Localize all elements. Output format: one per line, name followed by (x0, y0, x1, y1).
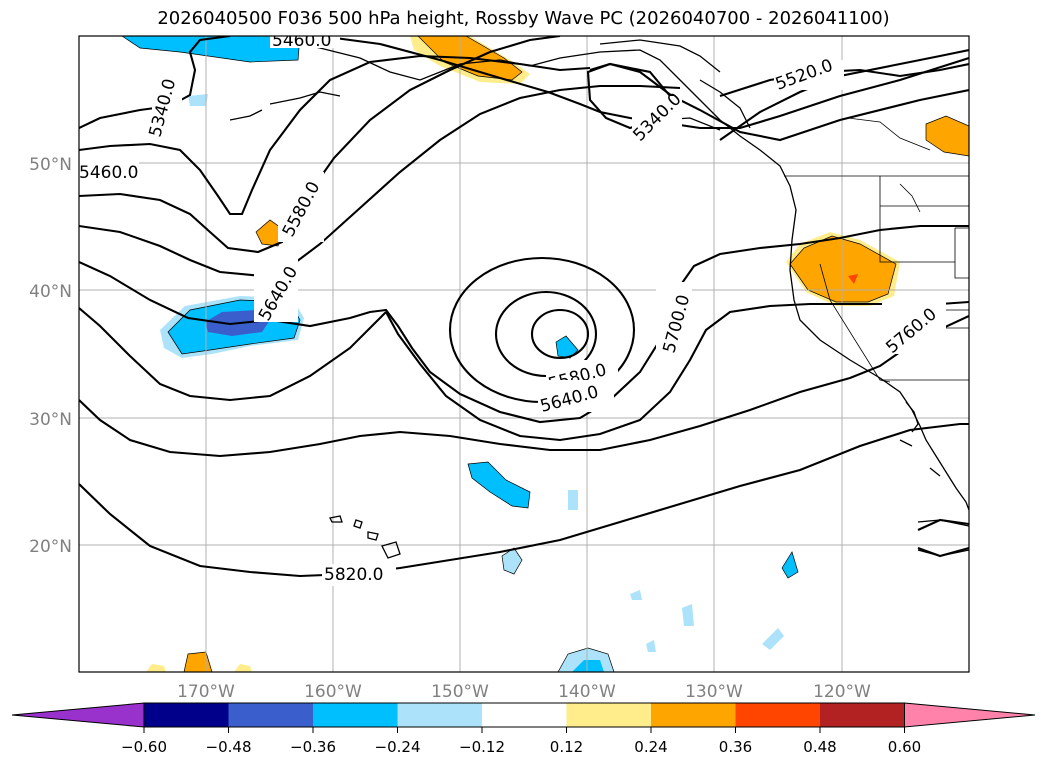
contour-5820-east (917, 518, 969, 558)
lon-tick-label: 160°W (304, 682, 362, 702)
cutoff-low-inner (530, 308, 590, 360)
negative-anomaly-patch (188, 94, 208, 106)
strong-positive-anomaly-patch (848, 274, 858, 284)
colorbar-tick-label: −0.48 (206, 738, 252, 756)
lat-tick-label: 50°N (29, 155, 72, 175)
lon-tick-label: 140°W (558, 682, 616, 702)
contour-labels: 5340.0 5460.0 5340.0 5520.0 5460.0 5580.… (79, 31, 946, 586)
negative-anomaly-patch (572, 660, 604, 672)
lat-tick-label: 30°N (29, 410, 72, 430)
colorbar-segment (397, 703, 482, 727)
colorbar-segment (820, 703, 905, 727)
negative-anomaly-patch (646, 640, 656, 652)
lat-tick-label: 40°N (29, 282, 72, 302)
contour-5340 (79, 36, 231, 129)
colorbar: −0.60 −0.48 −0.36 −0.24 −0.12 0.12 0.24 … (11, 702, 1036, 756)
colorbar-frame (143, 702, 905, 728)
coastlines (229, 39, 969, 557)
contour-label: 5460.0 (272, 31, 331, 51)
contour-5760 (79, 315, 969, 458)
colorbar-segment (313, 703, 398, 727)
lon-tick-label: 120°W (813, 682, 871, 702)
colorbar-segment (735, 703, 820, 727)
colorbar-segment (566, 703, 651, 727)
colorbar-segment (651, 703, 736, 727)
colorbar-tick-label: −0.24 (375, 738, 421, 756)
colorbar-extend-high (904, 702, 1036, 728)
contour-5460 (79, 54, 591, 216)
colorbar-tick-label: 0.36 (719, 738, 752, 756)
negative-anomaly-patch (781, 551, 799, 579)
colorbar-tick-label: 0.60 (888, 738, 921, 756)
colorbar-tick-label: −0.12 (459, 738, 505, 756)
colorbar-segment (482, 703, 567, 727)
lon-tick-label: 170°W (177, 682, 235, 702)
contour-5700 (79, 307, 387, 402)
map-title: 2026040500 F036 500 hPa height, Rossby W… (157, 8, 890, 29)
contour-5580-west (79, 84, 681, 278)
colorbar-segment (144, 703, 229, 727)
map-frame (78, 35, 970, 673)
negative-anomaly-patch (682, 604, 694, 626)
colorbar-tick-label: 0.24 (634, 738, 667, 756)
colorbar-tick-marks (143, 727, 905, 733)
map-background (79, 36, 969, 672)
contour-5580-east (719, 62, 969, 98)
cutoff-low-middle (494, 291, 598, 377)
negative-anomaly-patch (762, 628, 784, 650)
colorbar-tick-label: 0.48 (803, 738, 836, 756)
contour-5820 (79, 422, 969, 578)
lat-tick-label: 20°N (29, 537, 72, 557)
colorbar-segment (228, 703, 313, 727)
negative-anomaly-patch (630, 590, 642, 600)
hawaii-islands (329, 515, 401, 559)
lon-tick-labels: 170°W 160°W 150°W 140°W 130°W 120°W (177, 682, 871, 702)
contour-5700-east (385, 300, 969, 442)
positive-anomaly-patch (146, 664, 166, 672)
colorbar-tick-label: −0.36 (290, 738, 336, 756)
negative-anomaly-patch (568, 490, 578, 510)
colorbar-extend-low (11, 702, 145, 728)
lon-tick-label: 150°W (431, 682, 489, 702)
lat-tick-labels: 50°N 40°N 30°N 20°N (29, 155, 72, 557)
contour-label: 5460.0 (79, 163, 138, 183)
colorbar-tick-label: −0.60 (121, 738, 167, 756)
positive-anomaly-patch (925, 115, 969, 157)
lon-tick-label: 130°W (685, 682, 743, 702)
positive-anomaly-patch (234, 664, 252, 672)
colorbar-tick-label: 0.12 (550, 738, 583, 756)
cutoff-low-outer (448, 257, 636, 403)
contour-label: 5820.0 (324, 565, 383, 585)
negative-anomaly-patch (121, 36, 301, 63)
negative-anomaly-patch (467, 461, 531, 509)
